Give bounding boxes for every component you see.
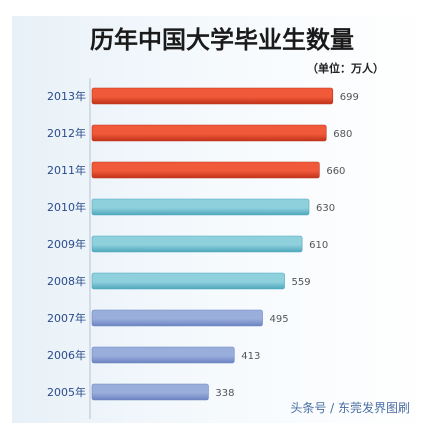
- data-label: 680: [333, 129, 352, 140]
- bar: [91, 235, 303, 253]
- bar: [91, 198, 310, 216]
- y-tick-label: 2012年: [47, 126, 86, 140]
- y-tick-label: 2011年: [47, 163, 86, 177]
- data-label: 699: [340, 92, 359, 103]
- watermark-text: 头条号 / 东莞发界图刷: [290, 400, 410, 415]
- unit-label: （单位：万人）: [307, 61, 384, 75]
- bar: [91, 272, 285, 290]
- bar: [91, 124, 327, 142]
- bar: [91, 309, 263, 327]
- bar: [91, 87, 334, 105]
- data-label: 630: [316, 203, 335, 214]
- y-tick-label: 2013年: [47, 89, 86, 103]
- bar: [91, 346, 235, 364]
- data-label: 495: [270, 314, 289, 325]
- y-tick-label: 2006年: [47, 348, 86, 362]
- y-tick-label: 2010年: [47, 200, 86, 214]
- data-label: 413: [241, 351, 260, 362]
- data-label: 610: [309, 240, 328, 251]
- bars-group: 2013年 699 2012年 680 2011年 660 2010年 630 2009年 610…: [47, 87, 359, 401]
- y-tick-label: 2005年: [47, 385, 86, 399]
- chart-panel: 历年中国大学毕业生数量 （单位：万人） 2013年 699 2012年 680 2011…: [12, 16, 432, 423]
- y-tick-label: 2007年: [47, 311, 86, 325]
- data-label: 660: [326, 166, 345, 177]
- chart-title: 历年中国大学毕业生数量: [90, 26, 354, 54]
- bar: [91, 383, 209, 401]
- data-label: 338: [215, 388, 234, 399]
- y-tick-label: 2008年: [47, 274, 86, 288]
- y-tick-label: 2009年: [47, 237, 86, 251]
- bar: [91, 161, 320, 179]
- bar-chart: 历年中国大学毕业生数量 （单位：万人） 2013年 699 2012年 680 2011…: [12, 16, 432, 423]
- data-label: 559: [292, 277, 311, 288]
